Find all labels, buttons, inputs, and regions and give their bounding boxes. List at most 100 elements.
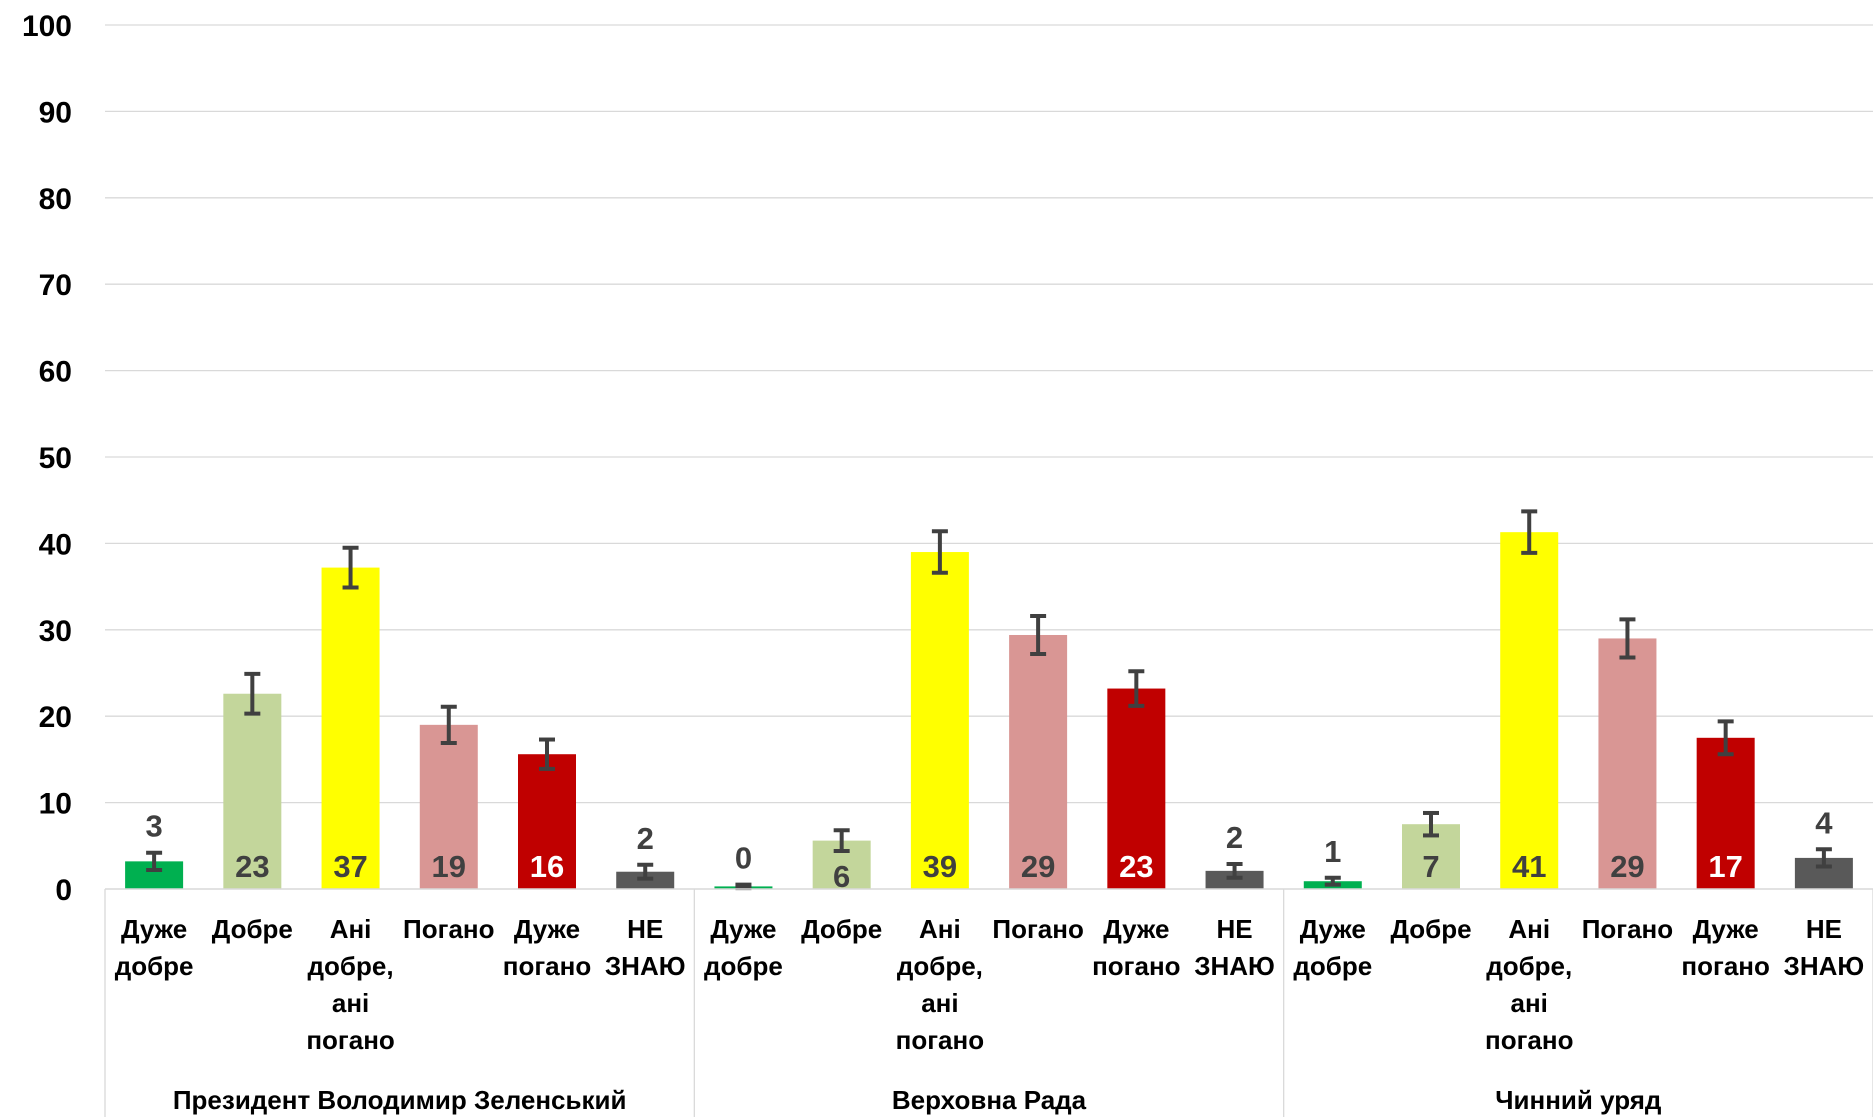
category-label-line: Дуже bbox=[1693, 914, 1759, 944]
gridlines bbox=[105, 24, 1873, 804]
category-label-line: Ані bbox=[330, 914, 372, 944]
data-label: 6 bbox=[833, 859, 850, 894]
y-tick-label: 10 bbox=[39, 788, 72, 821]
x-axis: Дуже добре Добре Ані добре, ані погано Погано Ду… bbox=[104, 888, 1873, 1117]
y-tick-label: 50 bbox=[39, 442, 72, 475]
bar bbox=[910, 552, 969, 889]
y-tick-label: 100 bbox=[22, 10, 72, 43]
category-label: Дуже погано bbox=[1681, 914, 1769, 981]
category-label-line: погано bbox=[1485, 1025, 1573, 1055]
category-label: Погано bbox=[992, 914, 1083, 944]
data-label: 3 bbox=[145, 809, 162, 844]
category-label-line: Погано bbox=[992, 914, 1083, 944]
data-label: 29 bbox=[1021, 849, 1055, 884]
category-label: НЕ ЗНАЮ bbox=[1194, 914, 1275, 981]
data-label: 23 bbox=[1119, 849, 1153, 884]
bars bbox=[125, 532, 1853, 889]
category-label: Ані добре, ані погано bbox=[1485, 914, 1573, 1055]
data-label: 0 bbox=[735, 841, 752, 876]
category-label-line: Дуже bbox=[1103, 914, 1169, 944]
category-label-line: добре bbox=[704, 951, 783, 981]
category-label-line: ЗНАЮ bbox=[1194, 951, 1275, 981]
y-tick-label: 30 bbox=[39, 615, 72, 648]
data-label: 17 bbox=[1708, 849, 1742, 884]
category-label-line: ані bbox=[332, 988, 369, 1018]
bar bbox=[1598, 638, 1657, 889]
group-label: Президент Володимир Зеленський bbox=[173, 1085, 627, 1115]
y-tick-label: 80 bbox=[39, 183, 72, 216]
error-bars bbox=[146, 509, 1832, 891]
category-label: Погано bbox=[1582, 914, 1673, 944]
data-label: 2 bbox=[1226, 820, 1243, 855]
y-tick-label: 70 bbox=[39, 269, 72, 302]
data-label: 4 bbox=[1815, 805, 1833, 840]
category-label: Добре bbox=[1390, 914, 1471, 944]
data-label: 29 bbox=[1610, 849, 1644, 884]
category-label-line: Добре bbox=[801, 914, 882, 944]
category-label-line: Погано bbox=[1582, 914, 1673, 944]
category-label-line: добре bbox=[115, 951, 194, 981]
category-label: Дуже добре bbox=[115, 914, 194, 981]
bar bbox=[1107, 688, 1166, 889]
category-label: Дуже погано bbox=[503, 914, 591, 981]
category-label-line: ані bbox=[921, 988, 958, 1018]
category-label-line: ЗНАЮ bbox=[1784, 951, 1865, 981]
bar bbox=[1500, 532, 1559, 889]
category-label-line: ані bbox=[1511, 988, 1548, 1018]
category-label: Дуже погано bbox=[1092, 914, 1180, 981]
category-label-line: погано bbox=[896, 1025, 984, 1055]
bar bbox=[223, 693, 282, 889]
y-tick-label: 20 bbox=[39, 701, 72, 734]
category-label: Ані добре, ані погано bbox=[306, 914, 394, 1055]
y-tick-label: 40 bbox=[39, 528, 72, 561]
data-label: 41 bbox=[1512, 849, 1546, 884]
category-label-line: НЕ bbox=[1806, 914, 1842, 944]
data-label: 2 bbox=[637, 821, 654, 856]
category-label-line: Ані bbox=[1508, 914, 1550, 944]
category-label-line: добре bbox=[1293, 951, 1372, 981]
category-label-line: погано bbox=[306, 1025, 394, 1055]
category-label-line: погано bbox=[503, 951, 591, 981]
bar bbox=[419, 724, 478, 889]
data-label: 37 bbox=[333, 849, 367, 884]
y-axis-tick-labels: 0 10 20 30 40 50 60 70 80 90 100 bbox=[22, 10, 72, 907]
category-label-line: Добре bbox=[1390, 914, 1471, 944]
data-label: 19 bbox=[432, 849, 466, 884]
category-label: НЕ ЗНАЮ bbox=[1784, 914, 1865, 981]
data-label: 7 bbox=[1422, 849, 1439, 884]
bar bbox=[321, 567, 380, 889]
group-label: Чинний уряд bbox=[1495, 1085, 1662, 1115]
category-label-line: ЗНАЮ bbox=[605, 951, 686, 981]
bar bbox=[1009, 634, 1068, 889]
category-label-line: погано bbox=[1681, 951, 1769, 981]
category-label-line: добре, bbox=[897, 951, 983, 981]
category-label: Добре bbox=[212, 914, 293, 944]
category-label-line: Добре bbox=[212, 914, 293, 944]
data-label: 23 bbox=[235, 849, 269, 884]
category-label: НЕ ЗНАЮ bbox=[605, 914, 686, 981]
category-label-line: НЕ bbox=[1216, 914, 1252, 944]
group-label: Верховна Рада bbox=[892, 1085, 1087, 1115]
bar bbox=[1205, 870, 1264, 889]
category-label-line: добре, bbox=[308, 951, 394, 981]
category-label: Добре bbox=[801, 914, 882, 944]
y-tick-label: 60 bbox=[39, 356, 72, 389]
category-label: Дуже добре bbox=[1293, 914, 1372, 981]
category-label-line: Ані bbox=[919, 914, 961, 944]
category-label-line: Дуже bbox=[1300, 914, 1366, 944]
category-label: Погано bbox=[403, 914, 494, 944]
category-label-line: погано bbox=[1092, 951, 1180, 981]
category-label-line: Дуже bbox=[121, 914, 187, 944]
data-label: 16 bbox=[530, 849, 564, 884]
bar bbox=[1696, 737, 1755, 889]
y-tick-label: 0 bbox=[55, 874, 72, 907]
category-label-line: НЕ bbox=[627, 914, 663, 944]
bar bbox=[518, 754, 576, 889]
category-label-line: добре, bbox=[1486, 951, 1572, 981]
y-tick-label: 90 bbox=[39, 96, 72, 129]
data-label: 39 bbox=[923, 849, 957, 884]
category-label: Дуже добре bbox=[704, 914, 783, 981]
category-label-line: Дуже bbox=[710, 914, 776, 944]
